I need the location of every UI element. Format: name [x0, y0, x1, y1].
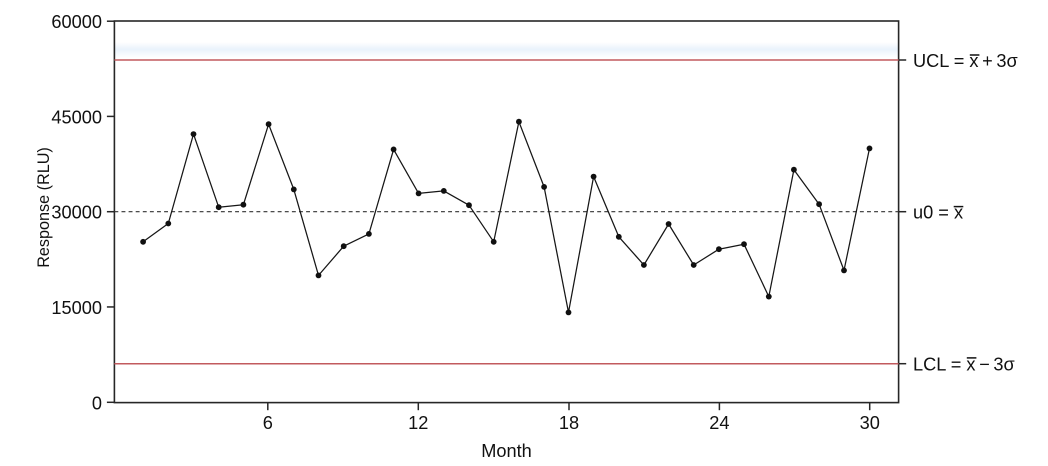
svg-text:Response (RLU): Response (RLU): [35, 147, 53, 268]
svg-text:30000: 30000: [51, 203, 102, 223]
svg-text:6: 6: [263, 413, 273, 433]
svg-text:LCL = x − 3σ: LCL = x − 3σ: [913, 354, 1015, 374]
svg-text:18: 18: [559, 413, 579, 433]
svg-text:u0 = x: u0 = x: [913, 203, 963, 223]
svg-text:Month: Month: [481, 441, 532, 461]
svg-text:15000: 15000: [51, 298, 102, 318]
svg-text:30: 30: [860, 413, 880, 433]
svg-text:12: 12: [408, 413, 428, 433]
svg-text:24: 24: [709, 413, 729, 433]
svg-text:0: 0: [92, 393, 102, 413]
svg-text:60000: 60000: [51, 12, 102, 32]
svg-text:UCL = x + 3σ: UCL = x + 3σ: [913, 51, 1018, 71]
svg-text:45000: 45000: [51, 107, 102, 127]
